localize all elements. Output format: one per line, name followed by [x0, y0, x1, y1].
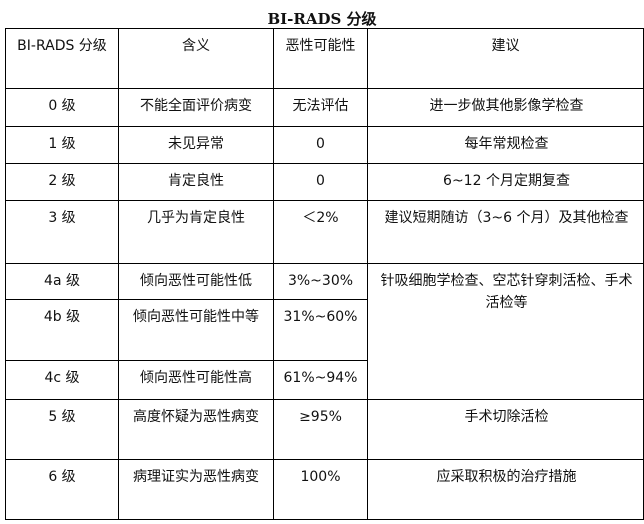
table-row: 0 级 不能全面评价病变 无法评估 进一步做其他影像学检查	[5, 88, 644, 127]
grade-cell: 3 级	[5, 200, 119, 264]
header-advice: 建议	[367, 28, 644, 89]
table-row: 2 级 肯定良性 0 6~12 个月定期复查	[5, 163, 644, 201]
table-row: 4c 级 倾向恶性可能性高 61%~94%	[5, 360, 644, 400]
meaning-cell: 几乎为肯定良性	[118, 200, 274, 264]
advice-cell: 针吸细胞学检查、空芯针穿刺活检、手术活检等	[367, 263, 644, 400]
malignancy-cell: 100%	[273, 459, 368, 520]
grade-cell: 6 级	[5, 459, 119, 520]
grade-cell: 4a 级	[5, 263, 119, 300]
malignancy-cell: 0	[273, 163, 368, 201]
header-grade: BI-RADS 分级	[5, 28, 119, 89]
malignancy-cell: ＜2%	[273, 200, 368, 264]
malignancy-cell: 无法评估	[273, 88, 368, 127]
meaning-cell: 不能全面评价病变	[118, 88, 274, 127]
table-title: BI-RADS 分级	[267, 10, 377, 28]
malignancy-cell: ≥95%	[273, 399, 368, 460]
table-row: 1 级 未见异常 0 每年常规检查	[5, 126, 644, 164]
table-row: 3 级 几乎为肯定良性 ＜2% 建议短期随访（3~6 个月）及其他检查	[5, 200, 644, 264]
advice-cell: 手术切除活检	[367, 399, 644, 460]
meaning-cell: 肯定良性	[118, 163, 274, 201]
malignancy-cell: 0	[273, 126, 368, 164]
advice-cell: 应采取积极的治疗措施	[367, 459, 644, 520]
malignancy-cell: 3%~30%	[273, 263, 368, 300]
meaning-cell: 高度怀疑为恶性病变	[118, 399, 274, 460]
meaning-cell: 倾向恶性可能性高	[118, 360, 274, 400]
grade-cell: 5 级	[5, 399, 119, 460]
advice-cell: 6~12 个月定期复查	[367, 163, 644, 201]
header-malignancy: 恶性可能性	[273, 28, 368, 89]
grade-cell: 4c 级	[5, 360, 119, 400]
advice-cell: 进一步做其他影像学检查	[367, 88, 644, 127]
meaning-cell: 未见异常	[118, 126, 274, 164]
meaning-cell: 倾向恶性可能性低	[118, 263, 274, 300]
grade-cell: 4b 级	[5, 299, 119, 361]
birads-table: BI-RADS 分级 含义 恶性可能性 建议 0 级 不能全面评价病变 无法评估…	[5, 28, 644, 520]
grade-cell: 1 级	[5, 126, 119, 164]
table-row: 4a 级 倾向恶性可能性低 3%~30% 针吸细胞学检查、空芯针穿刺活检、手术活…	[5, 263, 644, 400]
table-row: 4b 级 倾向恶性可能性中等 31%~60%	[5, 299, 644, 361]
meaning-cell: 病理证实为恶性病变	[118, 459, 274, 520]
header-meaning: 含义	[118, 28, 274, 89]
grade-cell: 2 级	[5, 163, 119, 201]
grade-cell: 0 级	[5, 88, 119, 127]
advice-cell: 每年常规检查	[367, 126, 644, 164]
advice-cell: 建议短期随访（3~6 个月）及其他检查	[367, 200, 644, 264]
table-row: 6 级 病理证实为恶性病变 100% 应采取积极的治疗措施	[5, 459, 644, 520]
table-row: 5 级 高度怀疑为恶性病变 ≥95% 手术切除活检	[5, 399, 644, 460]
malignancy-cell: 61%~94%	[273, 360, 368, 400]
malignancy-cell: 31%~60%	[273, 299, 368, 361]
table-header-row: BI-RADS 分级 含义 恶性可能性 建议	[5, 28, 644, 89]
meaning-cell: 倾向恶性可能性中等	[118, 299, 274, 361]
